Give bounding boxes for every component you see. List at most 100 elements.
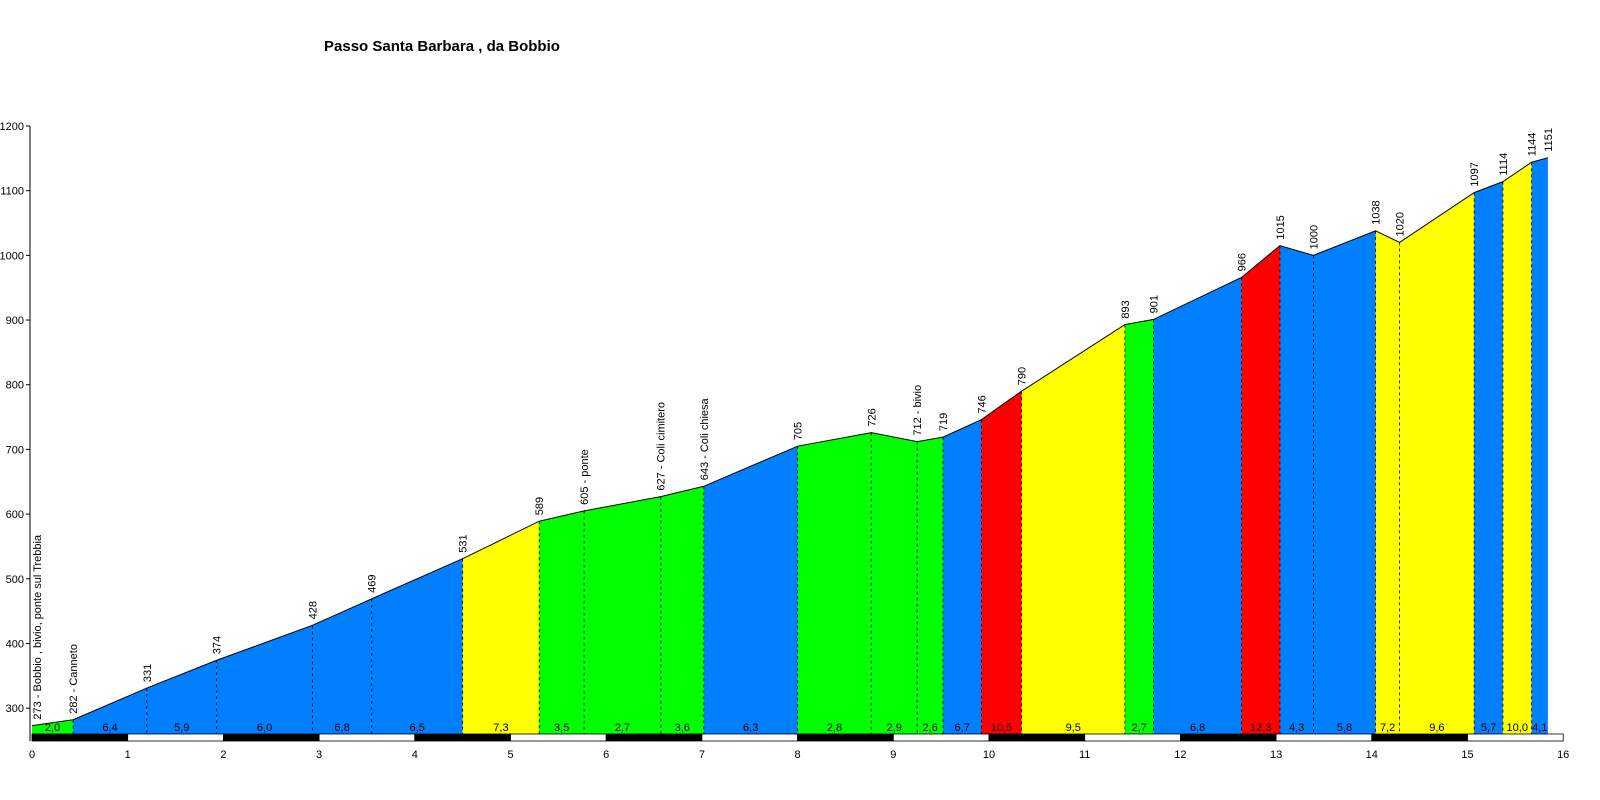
- point-label: 374: [212, 636, 224, 654]
- x-tick-label: 10: [983, 749, 995, 761]
- profile-segment: [871, 432, 918, 734]
- point-label: 627 - Coli cimitero: [656, 402, 668, 491]
- x-tick-label: 13: [1270, 749, 1282, 761]
- point-label: 893: [1120, 300, 1132, 318]
- axes: 300 400 500 600 700 800 900 1000 1100 1200: [0, 121, 31, 741]
- y-tick-label: 1000: [0, 250, 24, 262]
- km-bar-block: [797, 733, 894, 742]
- point-label: 1000: [1308, 225, 1320, 249]
- x-tick-label: 6: [603, 749, 609, 761]
- gradient-label: 12,3: [1250, 722, 1271, 734]
- gradient-labels: 2,0 6,4 5,9 6,0 6,8 6,5 7,3 3,5 2,7 3,6 6,3 2,8 2,9 2…: [45, 722, 1547, 734]
- gradient-label: 4,3: [1289, 722, 1304, 734]
- km-bar-block: [1275, 733, 1373, 742]
- km-bar-block: [222, 733, 320, 742]
- point-label: 428: [307, 601, 319, 619]
- point-label: 1020: [1395, 212, 1407, 236]
- profile-segment: [1474, 181, 1503, 734]
- km-bar-block: [318, 733, 416, 742]
- x-tick-label: 4: [412, 749, 418, 761]
- x-tick-label: 15: [1461, 749, 1473, 761]
- y-tick-label: 400: [6, 638, 24, 650]
- point-label: 966: [1237, 253, 1249, 271]
- profile-segment: [1153, 277, 1242, 734]
- gradient-label: 5,8: [1337, 722, 1352, 734]
- point-label: 726: [866, 408, 878, 426]
- gradient-label: 2,7: [615, 722, 630, 734]
- point-labels: 273 - Bobbio , bivio, ponte sul Trebbia 2…: [32, 128, 1555, 720]
- point-label: 705: [793, 422, 805, 440]
- gradient-label: 6,8: [1190, 722, 1205, 734]
- y-tick-label: 1100: [0, 186, 24, 198]
- km-bar-block: [414, 733, 511, 742]
- gradient-label: 5,7: [1481, 722, 1496, 734]
- y-tick-label: 900: [6, 315, 24, 327]
- x-tick-label: 0: [29, 749, 35, 761]
- gradient-label: 2,6: [922, 722, 937, 734]
- point-label: 589: [534, 497, 546, 515]
- x-tick-label: 5: [507, 749, 513, 761]
- profile-segment: [797, 432, 872, 734]
- profile-segment: [943, 419, 982, 734]
- profile-segment: [1399, 192, 1475, 734]
- x-tick-label: 14: [1366, 749, 1378, 761]
- x-tick-label: 8: [795, 749, 801, 761]
- profile-segment: [703, 446, 798, 734]
- profile-segment: [539, 510, 585, 734]
- km-bar-block: [892, 733, 990, 742]
- point-label: 331: [142, 664, 154, 682]
- profile-segment: [32, 719, 74, 734]
- gradient-label: 2,9: [887, 722, 902, 734]
- x-tick-label: 3: [316, 749, 322, 761]
- gradient-label: 6,3: [743, 722, 758, 734]
- profile-segment: [462, 521, 540, 734]
- km-bar-block: [510, 733, 607, 742]
- gradient-label: 9,6: [1429, 722, 1444, 734]
- point-label: 1144: [1527, 133, 1539, 157]
- point-label: 901: [1149, 295, 1161, 313]
- gradient-label: 2,0: [45, 722, 60, 734]
- km-bar-block: [605, 733, 703, 742]
- point-label: 1151: [1543, 128, 1555, 152]
- profile-segment: [1375, 230, 1400, 734]
- profile-segment: [146, 660, 217, 734]
- profile-outline: [31, 157, 1549, 727]
- x-tick-label: 9: [890, 749, 896, 761]
- profile-segment: [73, 688, 147, 734]
- point-label: 469: [367, 574, 379, 592]
- km-bar-block: [1180, 733, 1277, 742]
- point-label: 605 - ponte: [579, 449, 591, 505]
- y-tick-label: 700: [6, 444, 24, 456]
- gradient-label: 10,0: [1507, 722, 1528, 734]
- y-tick-label: 1200: [0, 121, 24, 133]
- y-tick-label: 500: [6, 574, 24, 586]
- profile-segment: [1531, 157, 1548, 735]
- profile-segment: [1279, 245, 1314, 734]
- km-bar-block: [31, 733, 129, 742]
- point-label: 1038: [1371, 200, 1383, 224]
- profile-line: [31, 157, 1549, 727]
- km-bar-block: [1371, 733, 1468, 742]
- profile-segment: [312, 598, 372, 734]
- y-tick-label: 300: [6, 703, 24, 715]
- profile-segment: [1313, 230, 1376, 734]
- point-label: 1097: [1469, 162, 1481, 186]
- gradient-label: 6,5: [410, 722, 425, 734]
- point-label: 712 - bivio: [912, 385, 924, 436]
- point-label: 719: [938, 413, 950, 431]
- profile-segment: [917, 437, 944, 734]
- gradient-label: 9,5: [1066, 722, 1081, 734]
- profile-segment: [216, 625, 313, 734]
- y-tick-label: 600: [6, 509, 24, 521]
- profile-segment: [1241, 245, 1280, 734]
- profile-segment: [371, 558, 463, 734]
- x-tick-label: 12: [1174, 749, 1186, 761]
- km-bar-block: [1467, 733, 1564, 742]
- profile-segment: [1124, 319, 1154, 734]
- km-bar-block: [701, 733, 799, 742]
- km-bar-block: [127, 733, 224, 742]
- y-tick-label: 800: [6, 380, 24, 392]
- x-tick-label: 7: [699, 749, 705, 761]
- gradient-label: 3,6: [675, 722, 690, 734]
- profile-segment: [660, 486, 704, 734]
